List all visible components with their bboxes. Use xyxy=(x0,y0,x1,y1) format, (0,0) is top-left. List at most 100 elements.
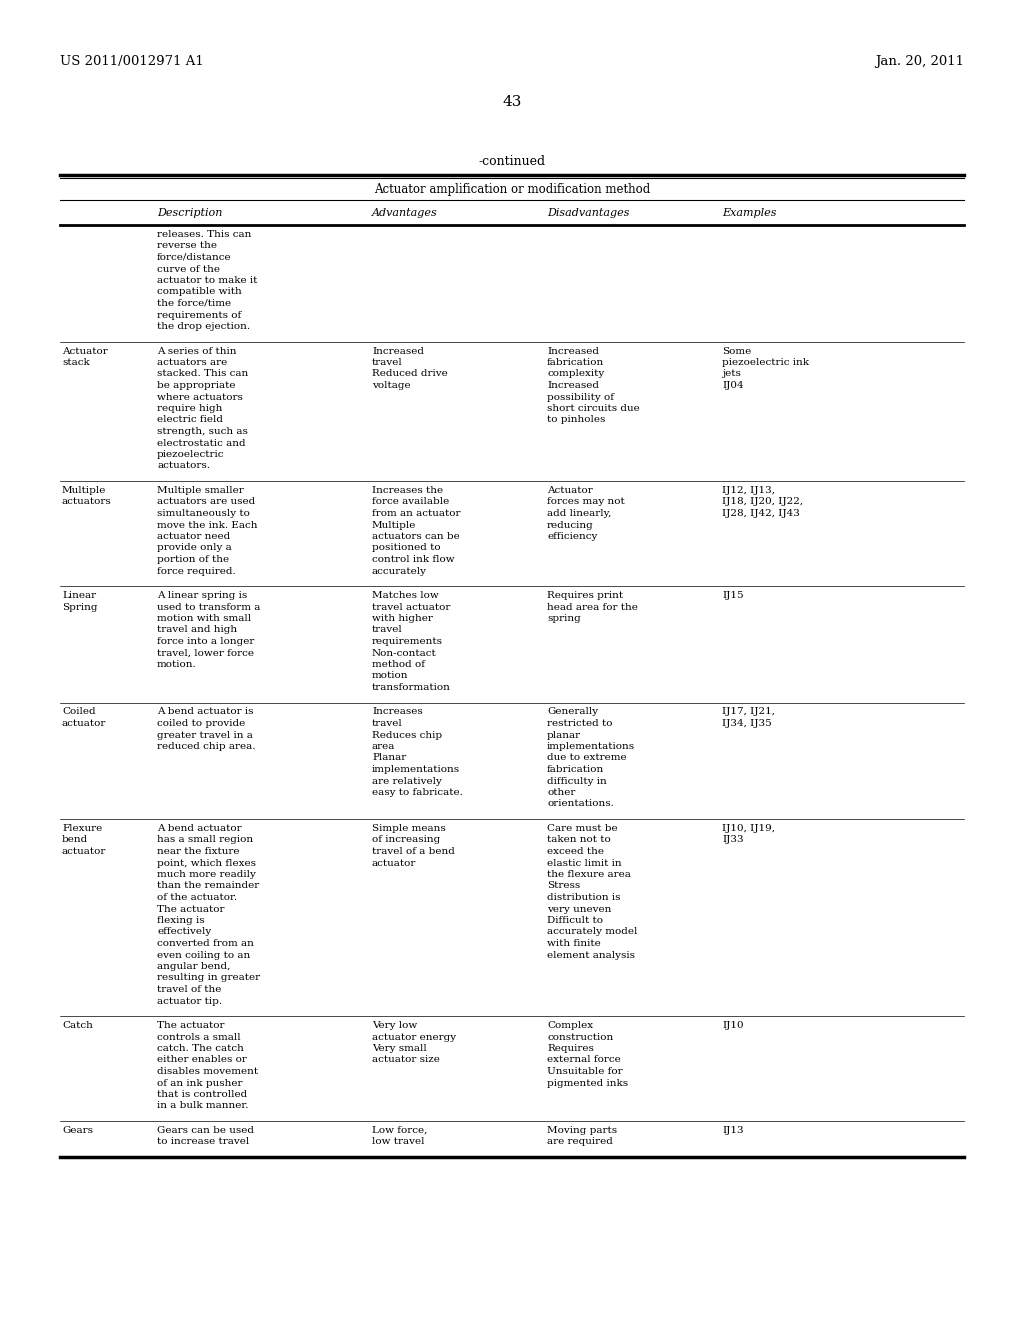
Text: greater travel in a: greater travel in a xyxy=(157,730,253,739)
Text: IJ04: IJ04 xyxy=(722,381,743,389)
Text: element analysis: element analysis xyxy=(547,950,635,960)
Text: to increase travel: to increase travel xyxy=(157,1138,249,1147)
Text: Simple means: Simple means xyxy=(372,824,445,833)
Text: A bend actuator: A bend actuator xyxy=(157,824,242,833)
Text: Requires print: Requires print xyxy=(547,591,624,601)
Text: Matches low: Matches low xyxy=(372,591,438,601)
Text: of increasing: of increasing xyxy=(372,836,440,845)
Text: travel of the: travel of the xyxy=(157,985,221,994)
Text: actuator tip.: actuator tip. xyxy=(157,997,222,1006)
Text: actuator: actuator xyxy=(372,858,417,867)
Text: piezoelectric ink: piezoelectric ink xyxy=(722,358,809,367)
Text: reducing: reducing xyxy=(547,520,594,529)
Text: fabrication: fabrication xyxy=(547,358,604,367)
Text: the flexure area: the flexure area xyxy=(547,870,631,879)
Text: actuators are: actuators are xyxy=(157,358,227,367)
Text: distribution is: distribution is xyxy=(547,894,621,902)
Text: Non-contact: Non-contact xyxy=(372,648,437,657)
Text: resulting in greater: resulting in greater xyxy=(157,974,260,982)
Text: move the ink. Each: move the ink. Each xyxy=(157,520,257,529)
Text: orientations.: orientations. xyxy=(547,800,613,808)
Text: IJ10, IJ19,: IJ10, IJ19, xyxy=(722,824,775,833)
Text: Multiple: Multiple xyxy=(62,486,106,495)
Text: pigmented inks: pigmented inks xyxy=(547,1078,628,1088)
Text: Examples: Examples xyxy=(722,207,776,218)
Text: actuators are used: actuators are used xyxy=(157,498,255,507)
Text: IJ18, IJ20, IJ22,: IJ18, IJ20, IJ22, xyxy=(722,498,803,507)
Text: travel: travel xyxy=(372,719,402,729)
Text: actuator: actuator xyxy=(62,719,106,729)
Text: portion of the: portion of the xyxy=(157,554,229,564)
Text: positioned to: positioned to xyxy=(372,544,440,553)
Text: travel, lower force: travel, lower force xyxy=(157,648,254,657)
Text: other: other xyxy=(547,788,575,797)
Text: Increased: Increased xyxy=(547,346,599,355)
Text: motion with small: motion with small xyxy=(157,614,251,623)
Text: construction: construction xyxy=(547,1032,613,1041)
Text: point, which flexes: point, which flexes xyxy=(157,858,256,867)
Text: angular bend,: angular bend, xyxy=(157,962,230,972)
Text: exceed the: exceed the xyxy=(547,847,604,855)
Text: IJ15: IJ15 xyxy=(722,591,743,601)
Text: the drop ejection.: the drop ejection. xyxy=(157,322,250,331)
Text: very uneven: very uneven xyxy=(547,904,611,913)
Text: provide only a: provide only a xyxy=(157,544,231,553)
Text: force into a longer: force into a longer xyxy=(157,638,254,645)
Text: Multiple smaller: Multiple smaller xyxy=(157,486,244,495)
Text: Actuator amplification or modification method: Actuator amplification or modification m… xyxy=(374,182,650,195)
Text: piezoelectric: piezoelectric xyxy=(157,450,224,459)
Text: Jan. 20, 2011: Jan. 20, 2011 xyxy=(874,55,964,69)
Text: external force: external force xyxy=(547,1056,621,1064)
Text: Increases: Increases xyxy=(372,708,423,717)
Text: add linearly,: add linearly, xyxy=(547,510,611,517)
Text: compatible with: compatible with xyxy=(157,288,242,297)
Text: Gears: Gears xyxy=(62,1126,93,1135)
Text: actuator need: actuator need xyxy=(157,532,230,541)
Text: IJ28, IJ42, IJ43: IJ28, IJ42, IJ43 xyxy=(722,510,800,517)
Text: elastic limit in: elastic limit in xyxy=(547,858,622,867)
Text: either enables or: either enables or xyxy=(157,1056,247,1064)
Text: actuators.: actuators. xyxy=(157,462,210,470)
Text: A linear spring is: A linear spring is xyxy=(157,591,247,601)
Text: Moving parts: Moving parts xyxy=(547,1126,617,1135)
Text: has a small region: has a small region xyxy=(157,836,253,845)
Text: due to extreme: due to extreme xyxy=(547,754,627,763)
Text: the force/time: the force/time xyxy=(157,300,231,308)
Text: Coiled: Coiled xyxy=(62,708,95,717)
Text: -continued: -continued xyxy=(478,154,546,168)
Text: actuator: actuator xyxy=(62,847,106,855)
Text: actuators can be: actuators can be xyxy=(372,532,460,541)
Text: 43: 43 xyxy=(503,95,521,110)
Text: easy to fabricate.: easy to fabricate. xyxy=(372,788,463,797)
Text: actuator to make it: actuator to make it xyxy=(157,276,257,285)
Text: in a bulk manner.: in a bulk manner. xyxy=(157,1101,249,1110)
Text: control ink flow: control ink flow xyxy=(372,554,455,564)
Text: require high: require high xyxy=(157,404,222,413)
Text: motion.: motion. xyxy=(157,660,197,669)
Text: coiled to provide: coiled to provide xyxy=(157,719,246,729)
Text: even coiling to an: even coiling to an xyxy=(157,950,250,960)
Text: electric field: electric field xyxy=(157,416,223,425)
Text: spring: spring xyxy=(547,614,581,623)
Text: Unsuitable for: Unsuitable for xyxy=(547,1067,623,1076)
Text: Increases the: Increases the xyxy=(372,486,443,495)
Text: converted from an: converted from an xyxy=(157,939,254,948)
Text: planar: planar xyxy=(547,730,582,739)
Text: travel: travel xyxy=(372,358,402,367)
Text: Some: Some xyxy=(722,346,752,355)
Text: IJ12, IJ13,: IJ12, IJ13, xyxy=(722,486,775,495)
Text: US 2011/0012971 A1: US 2011/0012971 A1 xyxy=(60,55,204,69)
Text: strength, such as: strength, such as xyxy=(157,426,248,436)
Text: implementations: implementations xyxy=(372,766,460,774)
Text: stacked. This can: stacked. This can xyxy=(157,370,248,379)
Text: IJ17, IJ21,: IJ17, IJ21, xyxy=(722,708,775,717)
Text: disables movement: disables movement xyxy=(157,1067,258,1076)
Text: force/distance: force/distance xyxy=(157,253,231,261)
Text: difficulty in: difficulty in xyxy=(547,776,607,785)
Text: method of: method of xyxy=(372,660,425,669)
Text: travel: travel xyxy=(372,626,402,635)
Text: Requires: Requires xyxy=(547,1044,594,1053)
Text: much more readily: much more readily xyxy=(157,870,256,879)
Text: reduced chip area.: reduced chip area. xyxy=(157,742,256,751)
Text: requirements of: requirements of xyxy=(157,310,242,319)
